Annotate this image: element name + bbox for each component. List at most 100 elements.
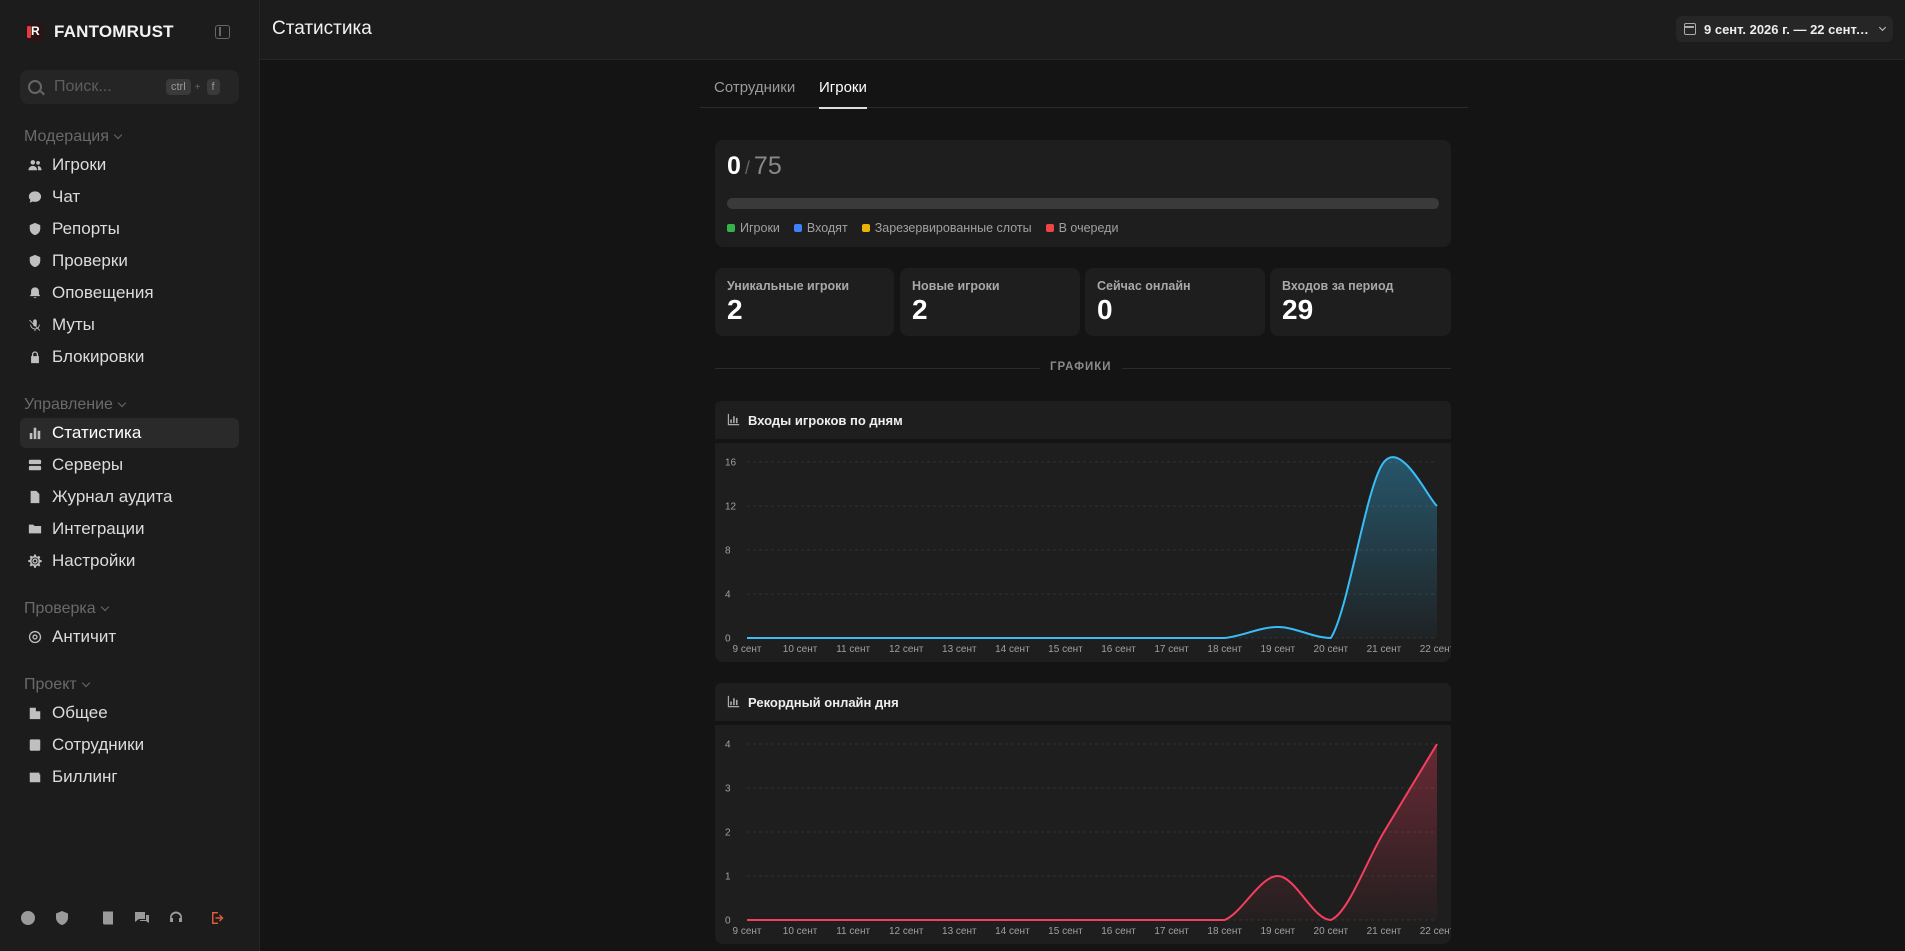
x-tick-label: 12 сент bbox=[889, 926, 924, 937]
sidebar-item-bans[interactable]: Блокировки bbox=[20, 342, 239, 372]
section-project[interactable]: Проект bbox=[24, 672, 239, 698]
sidebar-item-integrations[interactable]: Интеграции bbox=[20, 514, 239, 544]
x-tick-label: 19 сент bbox=[1260, 644, 1295, 655]
tab-bar: Сотрудники Игроки bbox=[700, 60, 1468, 109]
capacity-count: 0/75 bbox=[727, 152, 782, 181]
calendar-icon bbox=[1684, 23, 1696, 35]
stat-label: Входов за период bbox=[1282, 279, 1394, 293]
sidebar-item-label: Интеграции bbox=[52, 519, 145, 538]
tab-staff[interactable]: Сотрудники bbox=[714, 79, 796, 96]
shield-check-icon[interactable] bbox=[54, 910, 70, 926]
gear-icon bbox=[28, 554, 42, 568]
x-tick-label: 15 сент bbox=[1048, 926, 1083, 937]
sidebar-item-audit-log[interactable]: Журнал аудита bbox=[20, 482, 239, 512]
sidebar-item-players[interactable]: Игроки bbox=[20, 150, 239, 180]
sidebar-item-anticheat[interactable]: Античит bbox=[20, 622, 239, 652]
stat-card-online-now: Сейчас онлайн 0 bbox=[1085, 268, 1265, 336]
legend-swatch bbox=[727, 224, 735, 232]
bar-chart-icon bbox=[727, 695, 740, 708]
series-line bbox=[747, 456, 1438, 640]
series-area bbox=[747, 457, 1437, 638]
sidebar-item-servers[interactable]: Серверы bbox=[20, 450, 239, 480]
y-tick-label: 0 bbox=[725, 634, 731, 645]
x-tick-label: 16 сент bbox=[1101, 926, 1136, 937]
x-tick-label: 15 сент bbox=[1048, 644, 1083, 655]
sidebar-item-settings[interactable]: Настройки bbox=[20, 546, 239, 576]
legend-queue: В очереди bbox=[1045, 221, 1118, 235]
sidebar-item-staff[interactable]: Сотрудники bbox=[20, 730, 239, 760]
x-tick-label: 10 сент bbox=[783, 644, 818, 655]
x-tick-label: 18 сент bbox=[1207, 926, 1242, 937]
y-tick-label: 12 bbox=[725, 502, 737, 513]
sidebar-item-statistics[interactable]: Статистика bbox=[20, 418, 239, 448]
chart-title: Рекордный онлайн дня bbox=[748, 695, 899, 710]
y-tick-label: 2 bbox=[725, 828, 731, 839]
messages-icon[interactable] bbox=[134, 910, 150, 926]
sidebar-item-alerts[interactable]: Оповещения bbox=[20, 278, 239, 308]
y-tick-label: 3 bbox=[725, 784, 731, 795]
sidebar-item-billing[interactable]: Биллинг bbox=[20, 762, 239, 792]
sidebar-nav: Модерация Игроки Чат Репорты Проверки Оп… bbox=[20, 124, 239, 794]
x-tick-label: 17 сент bbox=[1154, 644, 1189, 655]
sidebar-item-checks[interactable]: Проверки bbox=[20, 246, 239, 276]
logout-icon[interactable] bbox=[210, 910, 226, 926]
sidebar-item-label: Серверы bbox=[52, 455, 124, 474]
file-icon bbox=[28, 490, 42, 504]
search-icon bbox=[28, 80, 42, 94]
y-tick-label: 1 bbox=[725, 872, 731, 883]
section-title: Управление bbox=[24, 396, 113, 413]
capacity-legend: Игроки Входят Зарезервированные слоты В … bbox=[727, 221, 1118, 235]
sidebar-toggle-icon[interactable] bbox=[215, 25, 230, 39]
chart-header-daily-peak-online: Рекордный онлайн дня bbox=[715, 683, 1451, 721]
page-title: Статистика bbox=[272, 18, 372, 39]
search-box[interactable]: ctrl + f bbox=[20, 70, 239, 104]
charts-divider-label: ГРАФИКИ bbox=[1040, 361, 1122, 373]
section-management[interactable]: Управление bbox=[24, 392, 239, 418]
y-tick-label: 16 bbox=[725, 458, 737, 469]
x-tick-label: 11 сент bbox=[836, 926, 870, 937]
x-tick-label: 14 сент bbox=[995, 644, 1030, 655]
x-tick-label: 20 сент bbox=[1314, 926, 1349, 937]
x-tick-label: 16 сент bbox=[1101, 644, 1136, 655]
x-tick-label: 13 сент bbox=[942, 926, 977, 937]
stat-value: 2 bbox=[727, 294, 743, 325]
legend-joining: Входят bbox=[793, 221, 848, 235]
sidebar-item-label: Муты bbox=[52, 315, 95, 334]
chevron-down-icon bbox=[81, 678, 90, 688]
sidebar-item-mutes[interactable]: Муты bbox=[20, 310, 239, 340]
section-title: Проверка bbox=[24, 600, 96, 617]
legend-label: Входят bbox=[806, 221, 848, 235]
date-range-label: 9 сент. 2026 г. — 22 сент. 2026 г. bbox=[1704, 21, 1872, 37]
brand[interactable]: FANTOMRUST bbox=[26, 22, 174, 42]
section-check[interactable]: Проверка bbox=[24, 596, 239, 622]
capacity-current: 0 bbox=[727, 152, 741, 180]
sidebar-item-label: Оповещения bbox=[52, 283, 154, 302]
sidebar-item-reports[interactable]: Репорты bbox=[20, 214, 239, 244]
search-input[interactable] bbox=[54, 78, 164, 96]
tab-players[interactable]: Игроки bbox=[819, 79, 867, 109]
x-tick-label: 10 сент bbox=[783, 926, 818, 937]
chart-title: Входы игроков по дням bbox=[748, 413, 903, 428]
shield-check-icon bbox=[28, 254, 42, 268]
x-tick-label: 9 сент bbox=[732, 644, 761, 655]
sidebar-item-chat[interactable]: Чат bbox=[20, 182, 239, 212]
contacts-icon bbox=[28, 738, 42, 752]
book-icon[interactable] bbox=[100, 910, 116, 926]
chart-daily-peak-online: 0 1 2 3 4 9 сент 10 сент 11 сент 12 сент 13 сент 1… bbox=[715, 725, 1451, 944]
project-logo-icon[interactable] bbox=[20, 910, 36, 926]
sidebar-item-label: Общее bbox=[52, 703, 108, 722]
stat-label: Уникальные игроки bbox=[727, 279, 850, 293]
chevron-down-icon bbox=[117, 398, 127, 408]
series-area bbox=[747, 744, 1437, 920]
users-icon bbox=[28, 158, 42, 172]
section-moderation[interactable]: Модерация bbox=[24, 124, 239, 150]
radar-icon bbox=[28, 630, 42, 644]
folder-link-icon bbox=[28, 522, 42, 536]
chevron-down-icon bbox=[113, 130, 123, 140]
sidebar-item-general[interactable]: Общее bbox=[20, 698, 239, 728]
capacity-bar bbox=[727, 198, 1439, 209]
sidebar-item-label: Журнал аудита bbox=[52, 487, 173, 506]
y-tick-label: 4 bbox=[725, 590, 731, 601]
date-range-picker[interactable]: 9 сент. 2026 г. — 22 сент. 2026 г. bbox=[1676, 16, 1893, 42]
headset-icon[interactable] bbox=[168, 910, 184, 926]
